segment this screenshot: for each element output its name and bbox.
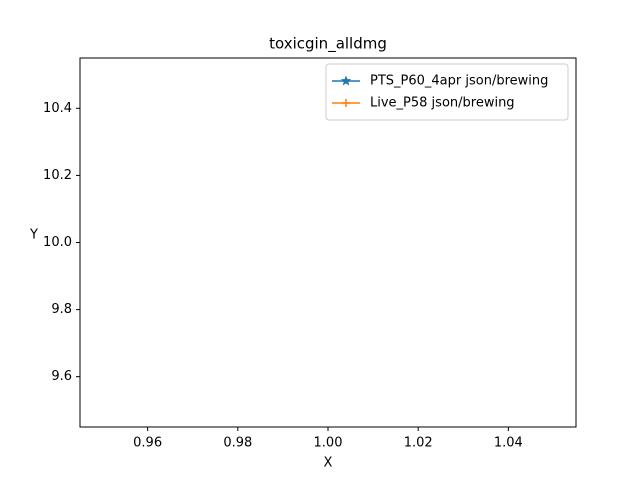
plot-frame [79, 57, 577, 428]
legend-label: PTS_P60_4apr json/brewing [370, 74, 548, 89]
legend-box [325, 63, 569, 121]
y-tick-label: 9.8 [51, 302, 72, 317]
x-tick-label: 1.00 [314, 436, 343, 451]
x-tick-label: 0.96 [133, 436, 162, 451]
x-tick-label: 0.98 [223, 436, 252, 451]
x-tick-label: 1.02 [404, 436, 433, 451]
y-tick-label: 10.2 [43, 168, 72, 183]
y-tick-label: 10.4 [43, 101, 72, 116]
chart-title: toxicgin_alldmg [269, 35, 387, 54]
y-tick-label: 9.6 [51, 369, 72, 384]
y-tick-label: 10.0 [43, 235, 72, 250]
y-axis-label: Y [29, 228, 38, 243]
legend-marker [342, 99, 350, 107]
x-axis-label: X [324, 456, 333, 471]
x-tick-label: 1.04 [494, 436, 523, 451]
legend-marker [340, 75, 352, 86]
legend-label: Live_P58 json/brewing [370, 96, 515, 111]
